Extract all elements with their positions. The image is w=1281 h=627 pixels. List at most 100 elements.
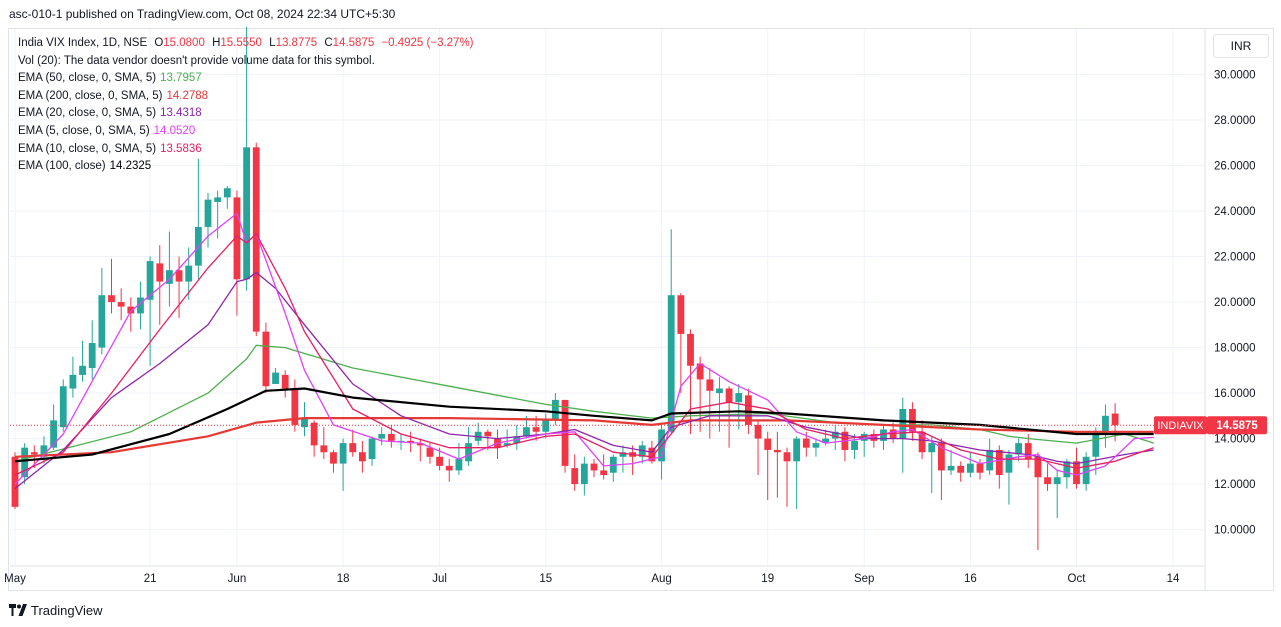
candle-body[interactable] — [301, 418, 308, 428]
candle-body[interactable] — [773, 449, 781, 453]
candle-body[interactable] — [590, 463, 598, 471]
candle-body[interactable] — [667, 295, 675, 432]
ema-line[interactable] — [14, 417, 1154, 458]
candle-body[interactable] — [349, 443, 357, 453]
candle-body[interactable] — [880, 429, 887, 441]
candle-body[interactable] — [812, 443, 820, 448]
candle-body[interactable] — [1005, 454, 1013, 473]
candle-body[interactable] — [175, 270, 183, 282]
candle-body[interactable] — [214, 197, 222, 202]
candle-body[interactable] — [1073, 461, 1080, 485]
candle-body[interactable] — [137, 297, 144, 314]
candle-body[interactable] — [870, 434, 878, 441]
candle-body[interactable] — [986, 449, 994, 471]
candle-body[interactable] — [1015, 443, 1022, 455]
indicator-ema50[interactable]: EMA (50, close, 0, SMA, 5) 13.7957 — [18, 70, 474, 88]
ema-line[interactable] — [14, 212, 1154, 485]
candle-body[interactable] — [281, 374, 289, 389]
candle-body[interactable] — [243, 147, 250, 280]
candle-body[interactable] — [716, 388, 723, 394]
candle-body[interactable] — [860, 434, 868, 441]
candle-body[interactable] — [204, 199, 212, 227]
candle-body[interactable] — [899, 408, 907, 439]
ema-line[interactable] — [14, 233, 1154, 476]
candle-body[interactable] — [387, 434, 395, 441]
candle-body[interactable] — [532, 427, 540, 432]
footer-brand[interactable]: TradingView — [9, 601, 103, 619]
ema-line[interactable] — [14, 344, 1154, 462]
candle-body[interactable] — [764, 438, 772, 450]
candle-body[interactable] — [1044, 477, 1051, 485]
candle-body[interactable] — [59, 386, 67, 428]
candle-body[interactable] — [127, 306, 135, 314]
candle-body[interactable] — [291, 388, 299, 425]
candle-body[interactable] — [542, 420, 550, 432]
candle-body[interactable] — [1053, 477, 1061, 485]
candle-body[interactable] — [976, 463, 984, 473]
candle-body[interactable] — [21, 447, 29, 478]
candle-body[interactable] — [947, 465, 955, 471]
candle-body[interactable] — [445, 465, 453, 471]
candle-body[interactable] — [696, 363, 704, 380]
candle-body[interactable] — [783, 452, 791, 462]
candle-body[interactable] — [995, 449, 1003, 475]
candle-body[interactable] — [851, 440, 858, 450]
candle-body[interactable] — [426, 447, 434, 457]
candle-body[interactable] — [455, 459, 463, 471]
candle-body[interactable] — [166, 270, 173, 284]
candle-body[interactable] — [330, 452, 337, 464]
candle-body[interactable] — [416, 443, 424, 446]
candle-body[interactable] — [831, 431, 839, 439]
candle-body[interactable] — [252, 147, 260, 332]
candle-body[interactable] — [552, 399, 559, 421]
candle-body[interactable] — [272, 372, 279, 384]
candle-body[interactable] — [822, 438, 829, 444]
candle-body[interactable] — [571, 468, 579, 485]
candle-body[interactable] — [484, 431, 492, 437]
candle-body[interactable] — [50, 420, 57, 448]
candle-body[interactable] — [117, 302, 125, 307]
candle-body[interactable] — [156, 263, 164, 282]
ema-line[interactable] — [14, 387, 1154, 463]
candle-body[interactable] — [185, 265, 193, 282]
candle-body[interactable] — [619, 452, 627, 457]
indicator-ema200[interactable]: EMA (200, close, 0, SMA, 5) 14.2788 — [18, 88, 474, 106]
ema-line[interactable] — [14, 271, 1154, 490]
candle-body[interactable] — [69, 374, 77, 389]
candle-body[interactable] — [687, 333, 694, 366]
candle-body[interactable] — [725, 388, 733, 403]
candle-body[interactable] — [966, 463, 974, 473]
candle-body[interactable] — [1111, 413, 1119, 426]
candle-body[interactable] — [320, 445, 328, 453]
candle-body[interactable] — [754, 424, 762, 439]
candle-body[interactable] — [30, 452, 38, 455]
candle-body[interactable] — [339, 443, 347, 464]
currency-button[interactable]: INR — [1213, 34, 1269, 58]
candle-body[interactable] — [1034, 456, 1042, 478]
candle-body[interactable] — [98, 295, 106, 348]
candle-body[interactable] — [928, 443, 936, 453]
candle-body[interactable] — [1024, 443, 1032, 460]
candle-body[interactable] — [1092, 434, 1100, 457]
candle-body[interactable] — [378, 434, 386, 439]
indicator-ema100[interactable]: EMA (100, close) 14.2325 — [18, 158, 474, 176]
candle-body[interactable] — [436, 456, 443, 466]
candle-body[interactable] — [368, 438, 376, 460]
candle-body[interactable] — [146, 261, 154, 300]
candle-body[interactable] — [909, 408, 916, 432]
candle-body[interactable] — [223, 188, 231, 198]
indicator-ema20[interactable]: EMA (20, close, 0, SMA, 5) 13.4318 — [18, 105, 474, 123]
candle-body[interactable] — [359, 452, 366, 462]
candle-body[interactable] — [233, 197, 241, 280]
candle-body[interactable] — [1063, 461, 1071, 478]
indicator-ema5[interactable]: EMA (5, close, 0, SMA, 5) 14.0520 — [18, 123, 474, 141]
candle-body[interactable] — [503, 443, 511, 446]
candle-body[interactable] — [262, 331, 270, 387]
candle-body[interactable] — [677, 295, 685, 334]
candle-body[interactable] — [310, 422, 318, 446]
candle-body[interactable] — [465, 443, 472, 462]
indicator-ema10[interactable]: EMA (10, close, 0, SMA, 5) 13.5836 — [18, 141, 474, 159]
candle-body[interactable] — [793, 438, 801, 462]
candle-body[interactable] — [735, 393, 743, 403]
